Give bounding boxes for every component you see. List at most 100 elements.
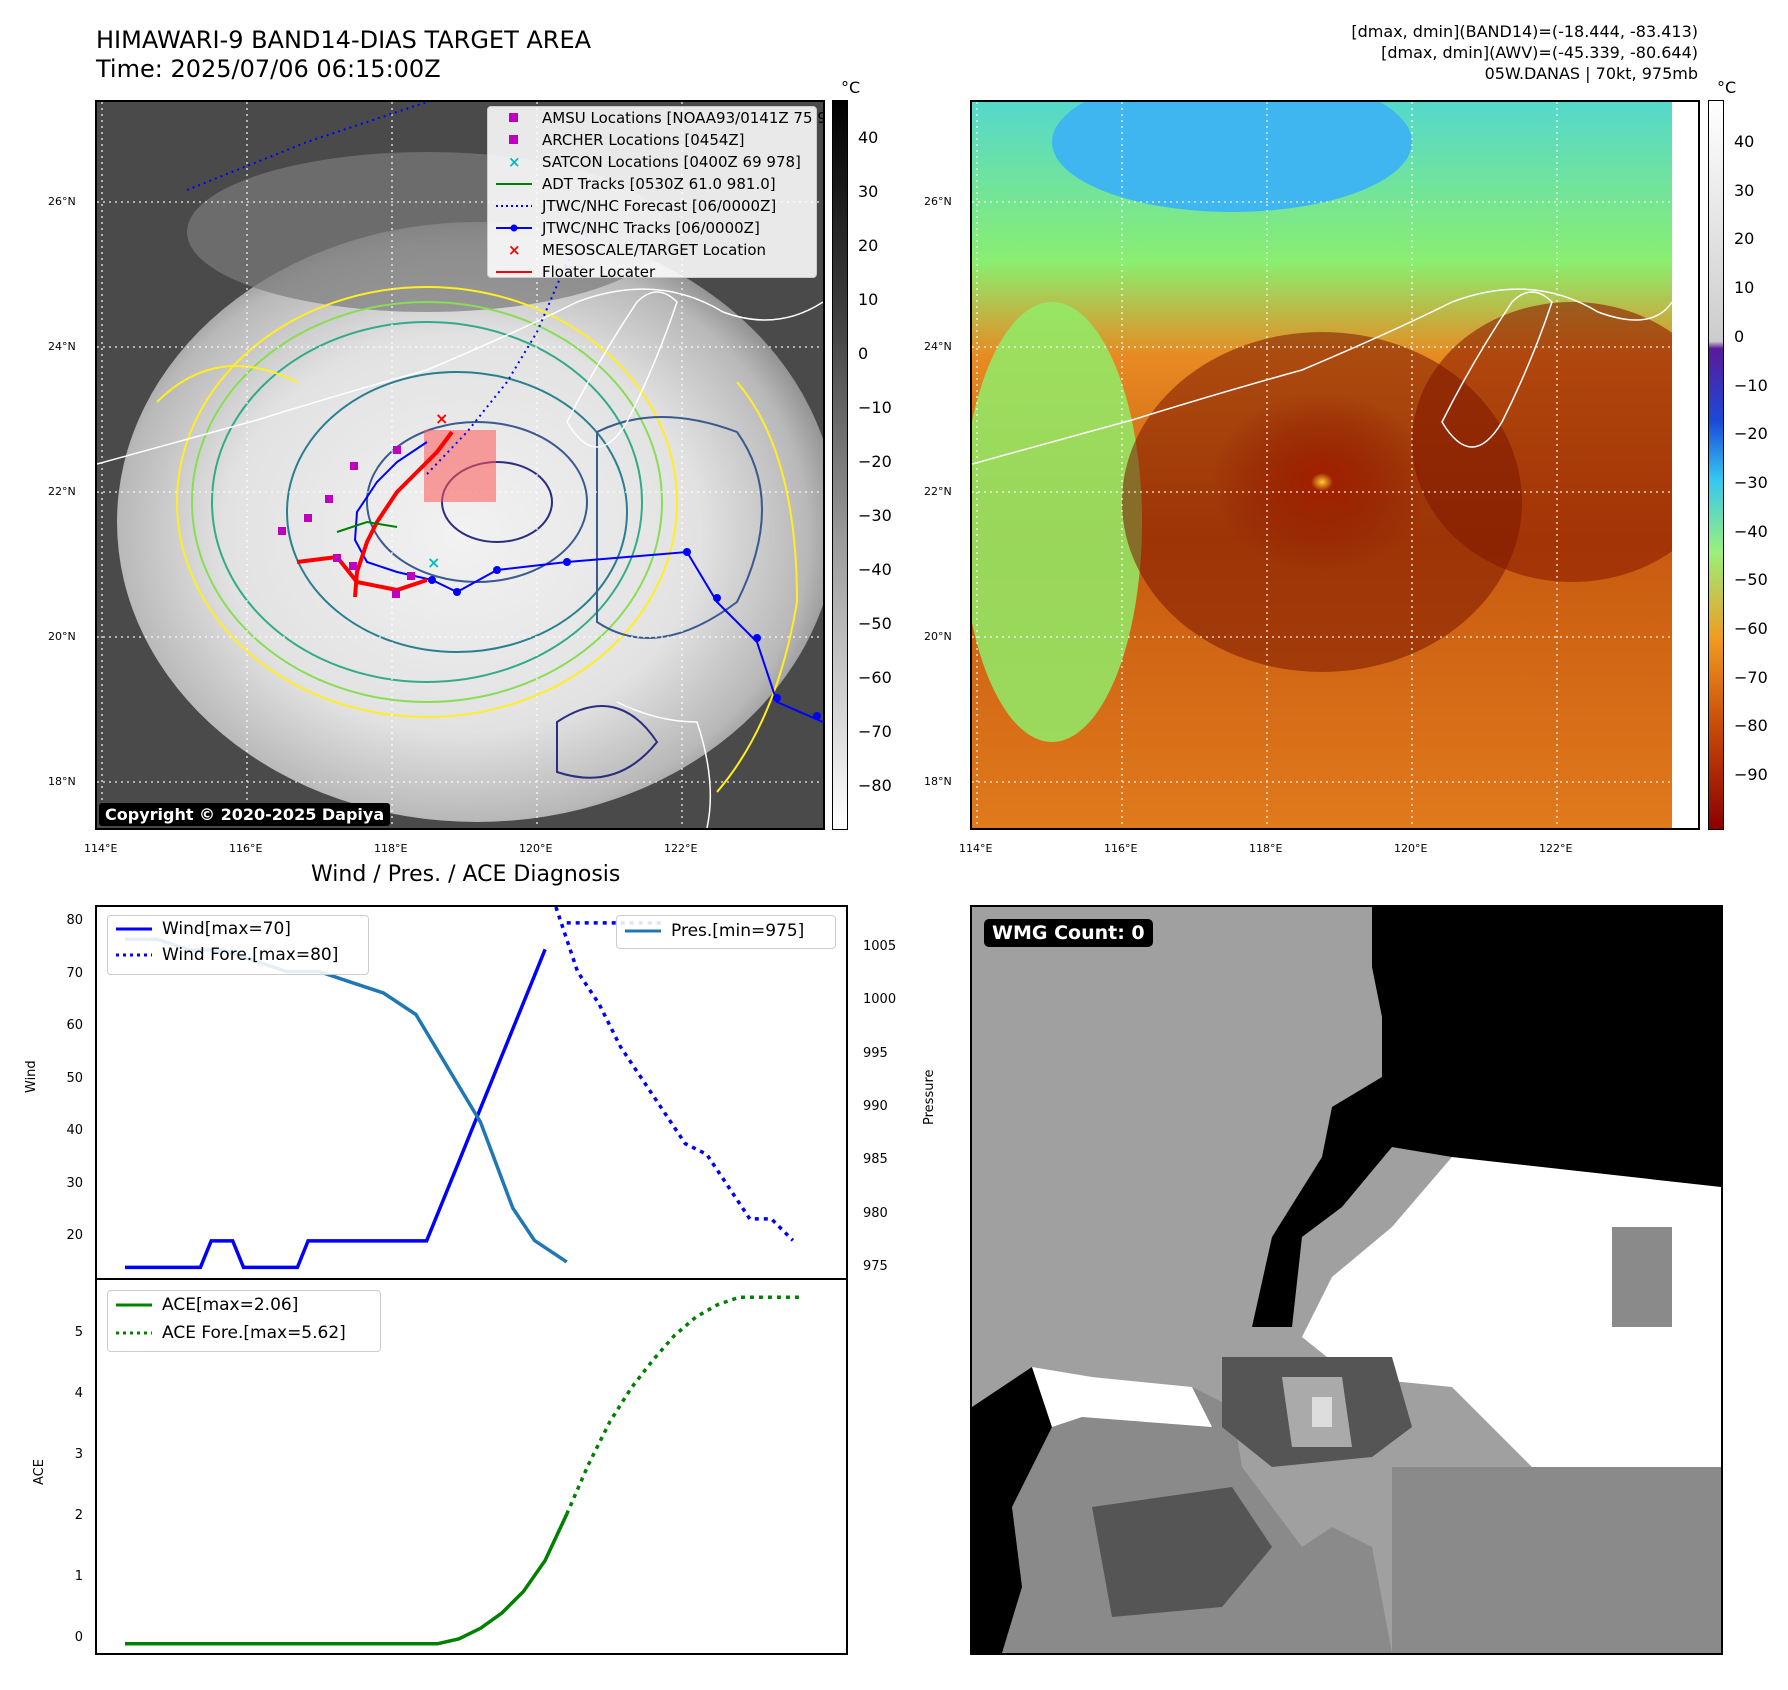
awv-colorbar: [1708, 100, 1724, 830]
lat-label: 26°N: [924, 195, 952, 208]
lon-label: 122°E: [1539, 842, 1573, 855]
diagnosis-title: Wind / Pres. / ACE Diagnosis: [311, 862, 621, 887]
colorbar-tick: −60: [1734, 619, 1768, 638]
lat-label: 22°N: [48, 485, 76, 498]
ace-plot: [125, 1295, 804, 1646]
lat-label: 22°N: [924, 485, 952, 498]
axis-tick-label: 980: [863, 1205, 888, 1221]
axis-tick-label: 975: [863, 1258, 888, 1274]
axis-tick-label: 3: [74, 1447, 83, 1462]
series-line-0: [125, 1513, 569, 1646]
lon-label: 120°E: [519, 842, 553, 855]
colorbar-tick: −90: [1734, 765, 1768, 785]
lon-label: 120°E: [1394, 842, 1428, 855]
band14-map: × × AMSU Locations [NOAA93/0141Z 75 976]…: [95, 100, 825, 830]
axis-tick-label: 1005: [863, 939, 897, 954]
colorbar-tick: 30: [1734, 180, 1755, 200]
ace-axis-ticks: 5 4 3 2 1 0: [40, 1278, 95, 1655]
legend-item: ACE Fore.[max=5.62]: [116, 1323, 346, 1343]
series-line-1: [554, 907, 795, 1242]
ace-axis-label: ACE: [32, 1459, 47, 1485]
lon-label: 114°E: [84, 842, 118, 855]
svg-text:×: ×: [427, 553, 440, 572]
lat-label: 20°N: [48, 630, 76, 643]
colorbar-ticks: 40 30 20 10 0 −10 −20 −30 −40 −50 −60 −70 −80 −90: [1730, 100, 1786, 830]
colorbar-tick: −40: [858, 560, 892, 579]
wmg-count-badge: WMG Count: 0: [984, 919, 1153, 947]
colorbar-tick: −30: [1734, 472, 1768, 492]
legend-item: Wind Fore.[max=80]: [116, 945, 339, 965]
axis-tick-label: 4: [74, 1386, 83, 1401]
axis-tick-label: 995: [863, 1045, 888, 1061]
colorbar-tick: 0: [858, 344, 869, 363]
svg-text:×: ×: [508, 241, 521, 259]
legend-item: Pres.[min=975]: [625, 921, 805, 941]
wmg-panel: WMG Count: 0: [970, 905, 1723, 1655]
colorbar-tick: −70: [1734, 667, 1768, 687]
wind-axis-ticks: 80 70 60 50 40 30 20: [40, 905, 95, 1280]
colorbar-tick: 20: [1734, 229, 1755, 249]
svg-text:×: ×: [435, 409, 448, 428]
colorbar-tick: −20: [858, 452, 892, 471]
ace-panel: ACE[max=2.06] ACE Fore.[max=5.62]: [95, 1278, 848, 1655]
lon-label: 118°E: [1249, 842, 1283, 855]
colorbar-unit: °C: [841, 78, 861, 97]
colorbar-tick: 40: [858, 128, 879, 147]
axis-tick-label: 985: [863, 1152, 888, 1168]
legend-item: ACE[max=2.06]: [116, 1295, 299, 1315]
pressure-axis-label: Pressure: [922, 1069, 937, 1125]
band14-colorbar: [832, 100, 848, 830]
colorbar-tick: 10: [858, 290, 879, 309]
figure-title: HIMAWARI-9 BAND14-DIAS TARGET AREA: [96, 26, 592, 54]
legend-item: JTWC/NHC Tracks [06/0000Z]: [488, 217, 816, 239]
target-area-box: [424, 430, 496, 502]
colorbar-tick: −10: [1734, 375, 1768, 395]
figure-time: Time: 2025/07/06 06:15:00Z: [96, 55, 441, 83]
awv-map: [970, 100, 1700, 830]
legend-item: × SATCON Locations [0400Z 69 978]: [508, 153, 801, 171]
wind-axis-label: Wind: [24, 1060, 39, 1093]
axis-tick-label: 20: [66, 1228, 83, 1243]
colorbar-tick: −30: [858, 506, 892, 525]
ace-legend: ACE[max=2.06] ACE Fore.[max=5.62]: [107, 1290, 381, 1352]
map-legend: AMSU Locations [NOAA93/0141Z 75 976] ARC…: [487, 106, 823, 281]
lat-label: 18°N: [924, 775, 952, 788]
colorbar-tick: −10: [858, 398, 892, 417]
axis-tick-label: 1: [74, 1569, 83, 1584]
axis-tick-label: 70: [66, 965, 83, 981]
axis-tick-label: 40: [66, 1123, 83, 1138]
series-line-0: [125, 937, 568, 1264]
lat-label: 24°N: [48, 340, 76, 353]
lon-label: 122°E: [664, 842, 698, 855]
colorbar-tick: −50: [858, 614, 892, 633]
axis-tick-label: 60: [66, 1018, 83, 1033]
colorbar-tick: −20: [1734, 424, 1768, 444]
lon-label: 116°E: [1104, 842, 1138, 855]
axis-tick-label: 0: [74, 1630, 83, 1645]
colorbar-tick: −40: [1734, 521, 1768, 541]
colorbar-tick: −80: [858, 776, 892, 795]
axis-tick-label: 5: [74, 1325, 83, 1340]
colorbar-ticks: 40 30 20 10 0 −10 −20 −30 −40 −50 −60 −70 −80: [854, 100, 914, 830]
series-line-1: [565, 1295, 804, 1515]
legend-item: × MESOSCALE/TARGET Location: [508, 241, 767, 259]
legend-item: AMSU Locations [NOAA93/0141Z 75 976]: [488, 107, 823, 129]
axis-tick-label: 80: [66, 913, 83, 928]
lat-label: 26°N: [48, 195, 76, 208]
svg-text:×: ×: [508, 153, 521, 171]
axis-tick-label: 990: [863, 1098, 888, 1114]
lon-label: 118°E: [374, 842, 408, 855]
lat-label: 24°N: [924, 340, 952, 353]
info-storm: 05W.DANAS | 70kt, 975mb: [1484, 64, 1698, 83]
colorbar-tick: −70: [858, 722, 892, 741]
lon-label: 114°E: [959, 842, 993, 855]
colorbar-tick: −60: [858, 668, 892, 687]
colorbar-tick: 0: [1734, 326, 1745, 346]
pressure-axis-ticks: 1005 1000 995 990 985 980 975: [851, 905, 911, 1280]
wind-legend: Wind[max=70] Wind Fore.[max=80]: [107, 915, 369, 975]
lat-label: 18°N: [48, 775, 76, 788]
pressure-legend: Pres.[min=975]: [616, 915, 836, 949]
colorbar-tick: −50: [1734, 570, 1768, 590]
axis-tick-label: 30: [66, 1175, 83, 1191]
axis-tick-label: 2: [74, 1508, 83, 1523]
